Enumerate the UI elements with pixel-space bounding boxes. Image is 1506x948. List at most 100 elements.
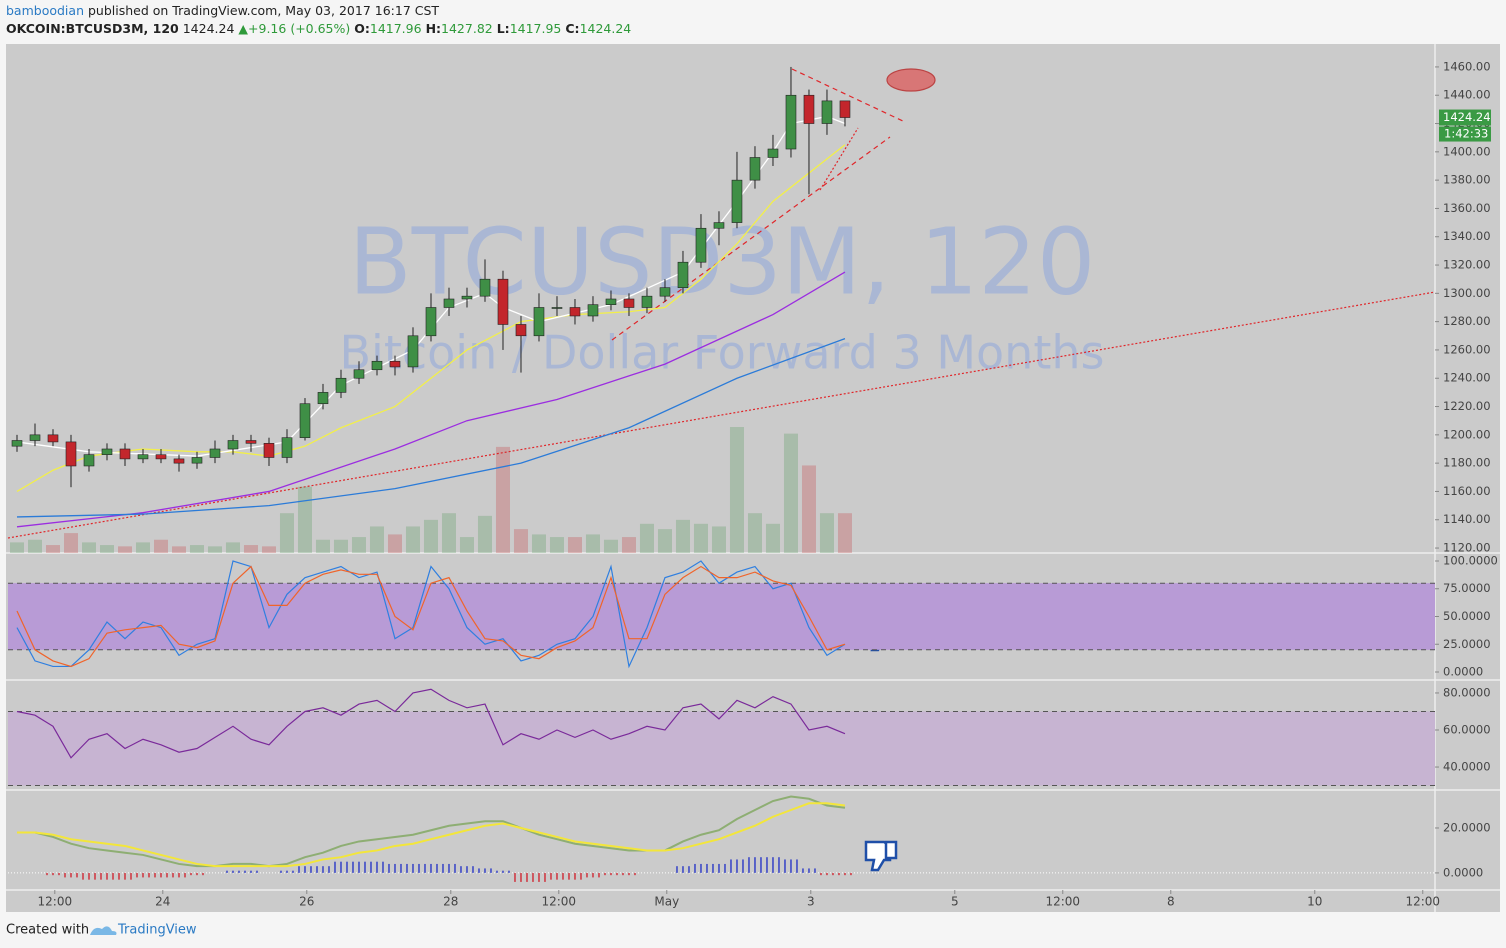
- volume-bar: [261, 546, 276, 553]
- user[interactable]: bamboodian: [6, 3, 84, 18]
- volume-bar: [711, 526, 726, 553]
- candle-body: [731, 179, 743, 223]
- y-tick-label: 0.0000: [1443, 865, 1483, 879]
- volume-bar: [351, 537, 366, 553]
- candle-body: [713, 222, 725, 229]
- published: published on TradingView.com, May 03, 20…: [87, 3, 440, 18]
- candle-body: [479, 278, 491, 297]
- watermark-sub: Bitcoin / Dollar Forward 3 Months: [340, 326, 1105, 380]
- candle-body: [119, 448, 131, 460]
- volume-bar: [225, 542, 240, 553]
- volume-bar: [189, 545, 204, 553]
- footer-text: Created with: [6, 923, 89, 938]
- logo: [90, 926, 117, 935]
- volume-bar: [495, 446, 510, 553]
- footer-brand[interactable]: TradingView: [117, 923, 197, 938]
- candle-body: [785, 94, 797, 150]
- volume-bar: [99, 545, 114, 553]
- candle-body: [335, 377, 347, 393]
- panel: 0.0000 25.0000 50.0000 75.0000 100.0000: [8, 553, 1498, 679]
- volume-bar: [675, 519, 690, 553]
- candle-body: [371, 360, 383, 371]
- volume-bar: [63, 533, 78, 553]
- volume-bar: [369, 526, 384, 553]
- volume-bar: [765, 523, 780, 553]
- y-tick-label: 75.0000: [1443, 581, 1491, 595]
- panel: 0.0000 20.0000: [8, 795, 1491, 882]
- volume-bar: [459, 537, 474, 553]
- volume-bar: [153, 539, 168, 553]
- candle-body: [407, 335, 419, 368]
- candle-body: [659, 287, 671, 297]
- candle-body: [803, 94, 815, 124]
- candle-body: [641, 295, 653, 308]
- volume-bar: [315, 539, 330, 553]
- y-tick-label: 1180.00: [1443, 456, 1491, 470]
- volume-bar: [423, 519, 438, 553]
- x-tick-label: 8: [1167, 895, 1175, 909]
- panel: 1120.00 1140.00 1160.00 1180.00 1200.00 1220.…: [9, 59, 1491, 555]
- candle-body: [767, 148, 779, 158]
- candle-body: [551, 307, 563, 309]
- x-tick-label: 12:00: [1045, 895, 1080, 909]
- volume-bar: [279, 513, 294, 553]
- volume-bar: [783, 433, 798, 553]
- candle-body: [137, 454, 149, 460]
- moving-average: [16, 338, 846, 518]
- x-tick-label: 26: [299, 895, 314, 909]
- volume-bar: [693, 523, 708, 553]
- countdown-label: 1:42:33: [1444, 127, 1488, 141]
- volume-bar: [837, 513, 852, 553]
- volume-bar: [81, 542, 96, 553]
- volume-bar: [477, 515, 492, 553]
- candle-body: [281, 437, 293, 458]
- drawings: [7, 68, 1436, 539]
- candle-body: [11, 440, 23, 447]
- volume-bar: [513, 529, 528, 553]
- candle-body: [443, 298, 455, 308]
- candle-body: [47, 434, 59, 443]
- c-label: C:: [565, 21, 580, 36]
- y-tick-label: 1460.00: [1443, 59, 1491, 73]
- indicator-line: [16, 565, 846, 668]
- x-tick-label: 24: [155, 895, 170, 909]
- y-tick-label: 1260.00: [1443, 342, 1491, 356]
- candle-body: [389, 360, 401, 368]
- candle-body: [209, 448, 221, 458]
- symbol: OKCOIN:BTCUSD3M, 120: [6, 21, 179, 36]
- y-tick-label: 100.0000: [1443, 553, 1498, 567]
- y-tick-label: 0.0000: [1443, 665, 1483, 679]
- volume-bar: [27, 539, 42, 553]
- last: 1424.24: [182, 21, 235, 36]
- y-tick-label: 25.0000: [1443, 637, 1491, 651]
- open: 1417.96: [369, 21, 422, 36]
- candle-body: [749, 157, 761, 181]
- y-tick-label: 1320.00: [1443, 258, 1491, 272]
- volume-bar: [567, 537, 582, 553]
- candle-body: [263, 443, 275, 458]
- volume-bar: [639, 523, 654, 553]
- price-tag: [1439, 109, 1491, 126]
- y-tick-label: 80.0000: [1443, 685, 1491, 699]
- y-tick-label: 50.0000: [1443, 609, 1491, 623]
- candle-body: [65, 441, 77, 467]
- x-tick-label: 10: [1307, 895, 1322, 909]
- volume-bar: [531, 534, 546, 553]
- x-tick-label: 12:00: [38, 895, 73, 909]
- x-tick-label: 3: [807, 895, 815, 909]
- candle-body: [623, 298, 635, 308]
- candle-body: [497, 278, 509, 325]
- indicator-line: [16, 795, 846, 868]
- volume-bar: [441, 513, 456, 553]
- price-tag-label: 1424.24: [1443, 110, 1491, 124]
- indicator-line: [16, 802, 846, 868]
- volume-bar: [801, 465, 816, 553]
- volume-bar: [9, 542, 24, 553]
- y-tick-label: 1240.00: [1443, 371, 1491, 385]
- candle-body: [587, 304, 599, 317]
- indicator-line: [16, 688, 846, 759]
- quote-line: OKCOIN:BTCUSD3M, 120 1424.24 ▲+9.16 (+0.…: [6, 21, 631, 36]
- candle-body: [83, 454, 95, 467]
